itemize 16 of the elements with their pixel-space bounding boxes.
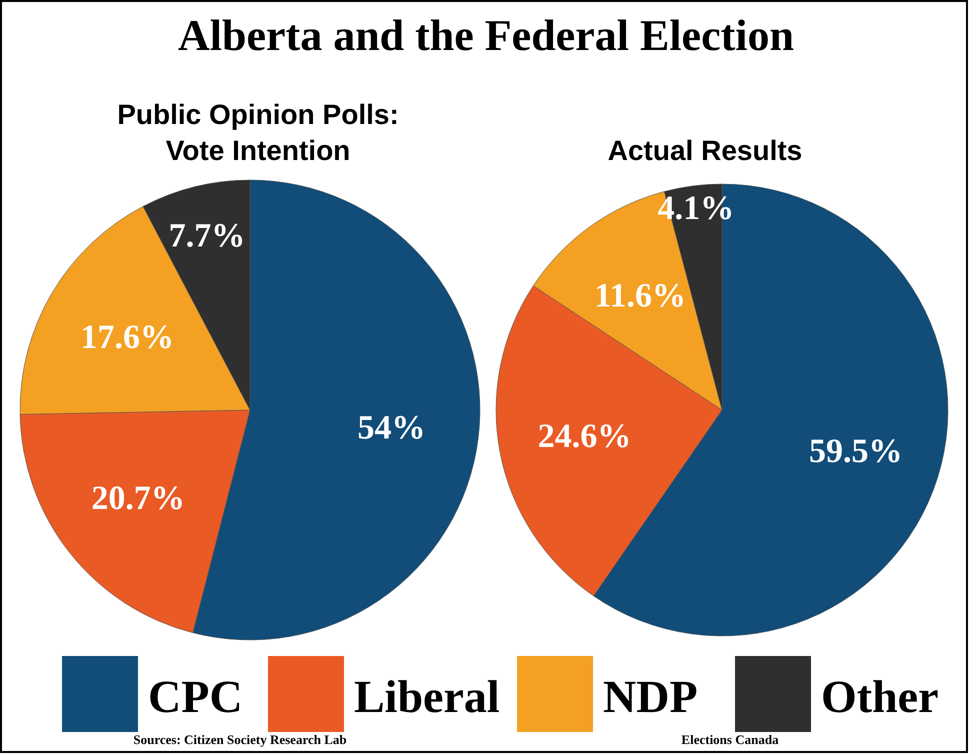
data-label: 54%	[357, 409, 426, 446]
data-label: 59.5%	[809, 433, 903, 470]
legend-label: Other	[821, 671, 939, 722]
data-label: 20.7%	[91, 480, 185, 517]
text: Elections Canada	[681, 732, 780, 747]
data-label: 17.6%	[80, 318, 174, 356]
data-label: 24.6%	[538, 418, 632, 456]
source-note: Sources: Citizen Society Research Lab	[133, 732, 347, 747]
legend-label: Liberal	[354, 671, 500, 722]
legend-label: CPC	[148, 671, 243, 722]
slice-label: Actual Results	[608, 135, 802, 166]
legend-label: NDP	[603, 671, 698, 722]
chart-title: Alberta and the Federal Election	[178, 11, 794, 60]
data-label: 11.6%	[594, 278, 686, 315]
slice-label: Public Opinion Polls: Vote Intention	[117, 99, 399, 166]
data-label: 7.7%	[168, 217, 246, 254]
